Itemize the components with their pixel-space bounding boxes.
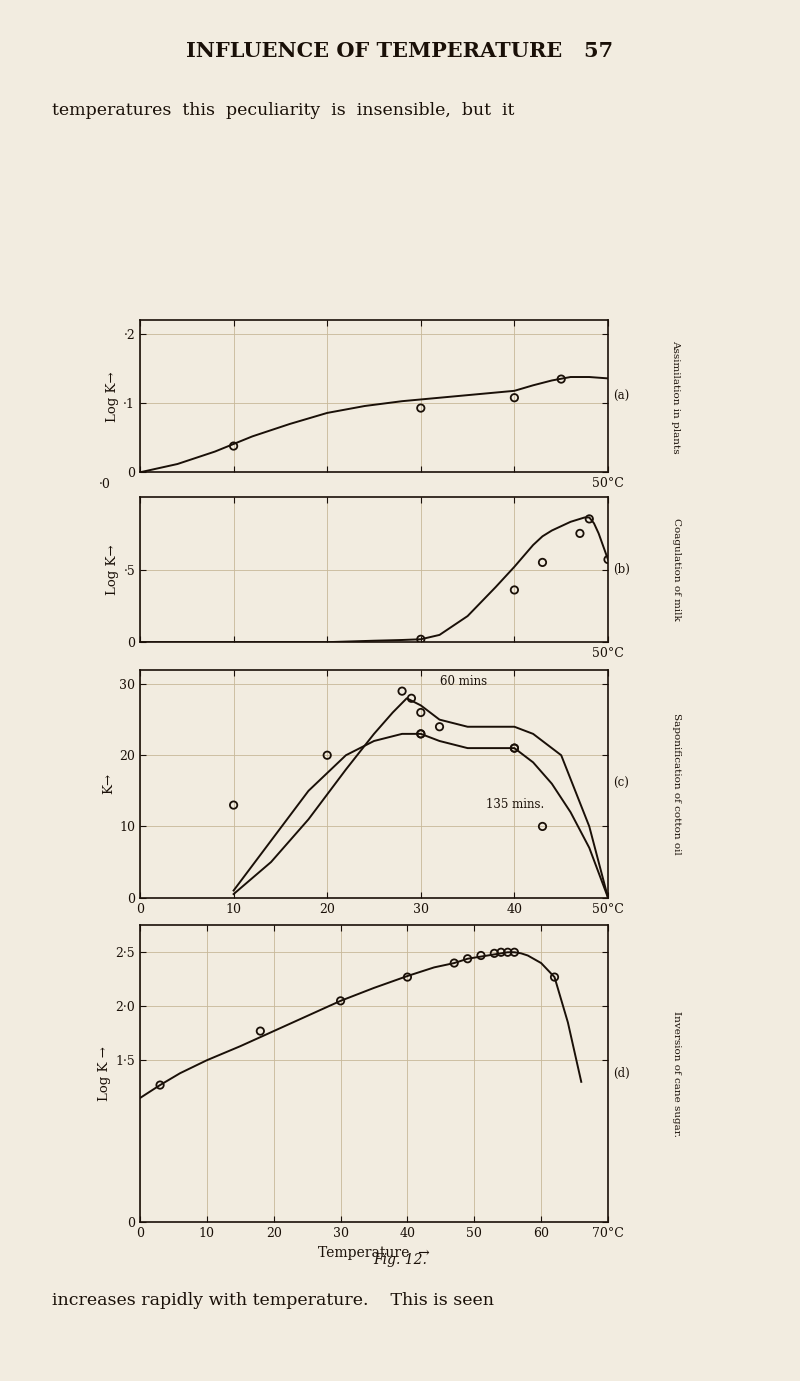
Point [508, 387, 521, 409]
Y-axis label: Log K→: Log K→ [106, 544, 119, 595]
Point [414, 628, 427, 650]
Point [574, 522, 586, 544]
X-axis label: Temperature  →: Temperature → [318, 1246, 430, 1259]
Point [536, 815, 549, 837]
Point [583, 508, 596, 530]
Point [494, 942, 507, 964]
Point [602, 548, 614, 570]
Text: Assimilation in plants: Assimilation in plants [671, 340, 681, 453]
Y-axis label: Log K→: Log K→ [106, 371, 119, 421]
Point [227, 794, 240, 816]
Point [401, 967, 414, 989]
Point [461, 947, 474, 969]
Text: Inversion of cane sugar.: Inversion of cane sugar. [671, 1011, 681, 1137]
Point [508, 737, 521, 760]
Text: ·0: ·0 [99, 478, 111, 492]
Point [154, 1074, 166, 1097]
Text: Coagulation of milk: Coagulation of milk [671, 518, 681, 621]
Y-axis label: Log K →: Log K → [98, 1047, 111, 1101]
Point [536, 551, 549, 573]
Point [555, 367, 568, 389]
Point [334, 990, 347, 1012]
Text: (a): (a) [613, 389, 629, 403]
Text: Saponification of cotton oil: Saponification of cotton oil [671, 713, 681, 855]
Point [488, 942, 501, 964]
Point [502, 942, 514, 964]
Point [321, 744, 334, 766]
Point [508, 737, 521, 760]
Text: (c): (c) [613, 778, 629, 790]
Text: Temperature →: Temperature → [301, 932, 391, 945]
Point [414, 398, 427, 420]
Point [414, 722, 427, 744]
Point [448, 952, 461, 974]
Point [396, 679, 409, 702]
Point [227, 435, 240, 457]
Text: (d): (d) [613, 1068, 630, 1080]
Point [508, 579, 521, 601]
Text: INFLUENCE OF TEMPERATURE   57: INFLUENCE OF TEMPERATURE 57 [186, 41, 614, 61]
Point [474, 945, 487, 967]
Text: temperatures  this  peculiarity  is  insensible,  but  it: temperatures this peculiarity is insensi… [52, 102, 514, 119]
Point [414, 702, 427, 724]
Text: (b): (b) [613, 563, 630, 576]
Point [405, 688, 418, 710]
Text: increases rapidly with temperature.    This is seen: increases rapidly with temperature. This… [52, 1293, 494, 1309]
Point [433, 715, 446, 737]
Text: 135 mins.: 135 mins. [486, 798, 545, 811]
Text: 60 mins: 60 mins [439, 674, 486, 688]
Text: Fig. 12.: Fig. 12. [373, 1253, 427, 1266]
Point [414, 722, 427, 744]
Y-axis label: K→: K→ [102, 773, 115, 794]
Point [254, 1021, 266, 1043]
Point [508, 942, 521, 964]
Point [548, 967, 561, 989]
